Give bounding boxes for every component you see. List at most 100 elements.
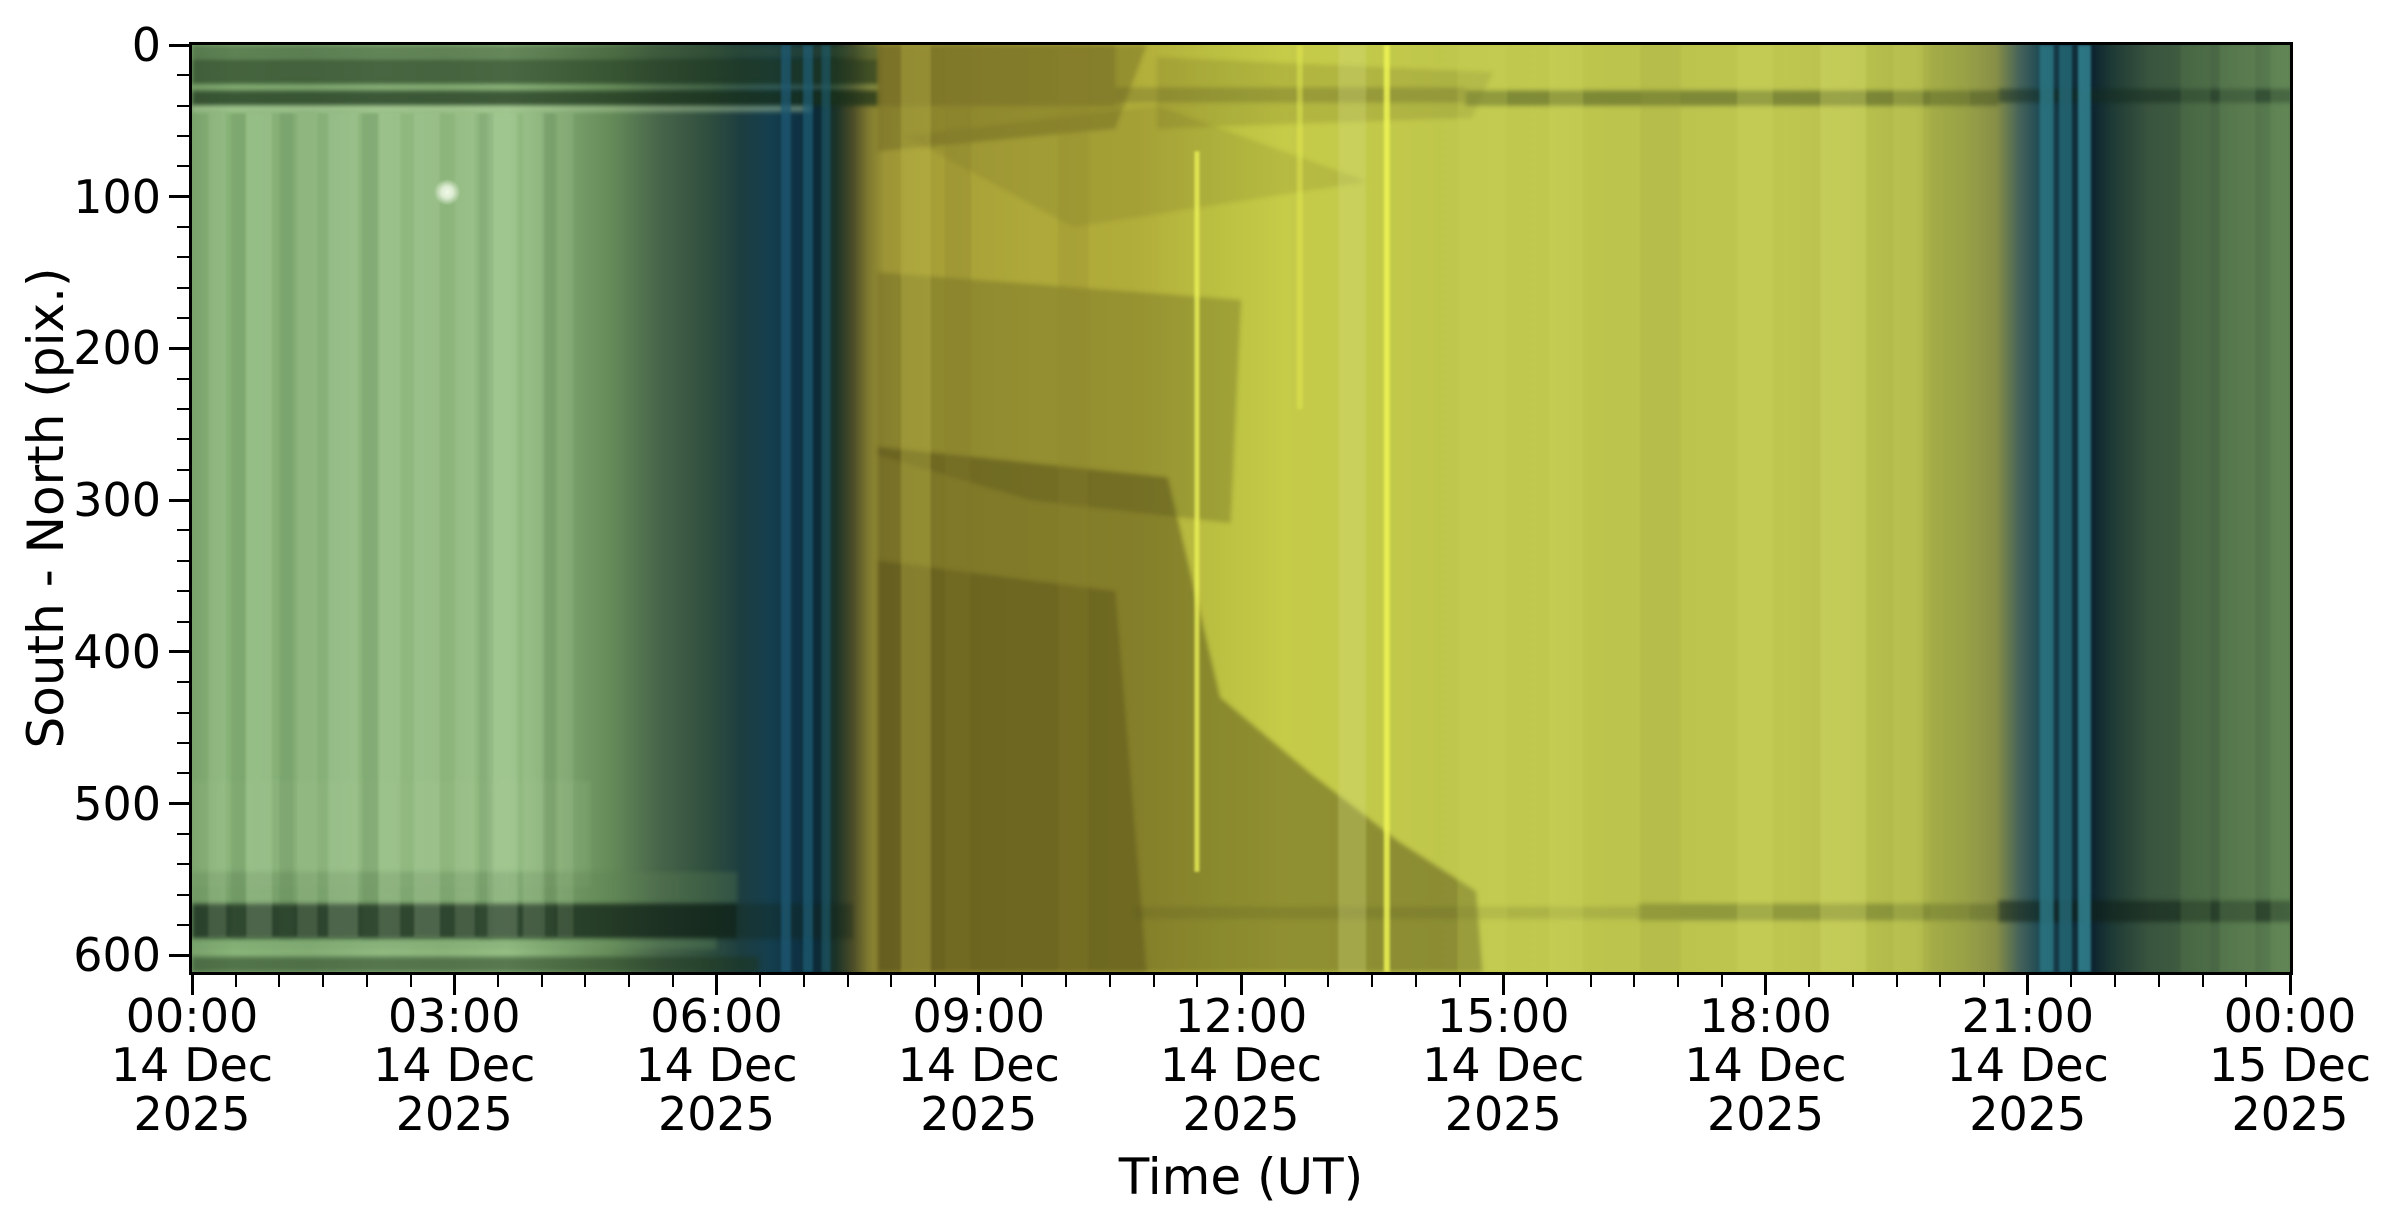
y-tick-label: 0 xyxy=(131,18,161,72)
tick-mark xyxy=(977,975,981,995)
tick-mark xyxy=(759,975,762,987)
tick-mark xyxy=(177,377,189,380)
tick-mark xyxy=(177,226,189,229)
tick-mark xyxy=(671,975,674,987)
x-tick-label-line: 03:00 xyxy=(387,989,521,1043)
tick-mark xyxy=(1808,975,1811,987)
x-tick-label-line: 09:00 xyxy=(912,989,1046,1043)
x-tick-label: 00:00 14 Dec 2025 xyxy=(111,992,273,1139)
tick-mark xyxy=(1939,975,1942,987)
x-tick-label-line: 14 Dec xyxy=(1422,1038,1585,1092)
tick-mark xyxy=(1283,975,1286,987)
tick-mark xyxy=(1327,975,1330,987)
tick-mark xyxy=(322,975,325,987)
tick-mark xyxy=(169,43,189,47)
x-tick-label: 18:00 14 Dec 2025 xyxy=(1684,992,1846,1139)
tick-mark xyxy=(1545,975,1548,987)
tick-mark xyxy=(169,650,189,654)
tick-mark xyxy=(177,256,189,259)
tick-mark xyxy=(1414,975,1417,987)
x-tick-label-line: 12:00 xyxy=(1174,989,1308,1043)
keogram-image xyxy=(192,45,2290,972)
tick-mark xyxy=(177,620,189,623)
tick-mark xyxy=(715,975,718,995)
y-tick-label: 200 xyxy=(73,321,161,376)
tick-mark xyxy=(169,802,189,806)
tick-mark xyxy=(169,953,189,957)
x-tick-label-line: 00:00 xyxy=(125,989,259,1043)
x-tick-label: 00:00 15 Dec 2025 xyxy=(2209,992,2371,1139)
x-tick-label-line: 2025 xyxy=(2231,1087,2349,1141)
x-tick-label-line: 15:00 xyxy=(1436,989,1570,1043)
tick-mark xyxy=(177,923,189,926)
x-tick-label-line: 14 Dec xyxy=(1684,1038,1847,1092)
x-tick-label: 06:00 14 Dec 2025 xyxy=(635,992,797,1139)
x-tick-label-line: 2025 xyxy=(1706,1087,1825,1141)
tick-mark xyxy=(177,681,189,684)
tick-mark xyxy=(190,975,194,995)
x-tick-label-line: 2025 xyxy=(920,1087,1038,1141)
tick-mark xyxy=(177,408,189,411)
x-tick-label-line: 2025 xyxy=(133,1087,251,1141)
tick-mark xyxy=(177,772,189,775)
tick-mark xyxy=(584,975,587,987)
tick-mark xyxy=(890,975,893,987)
x-tick-label: 03:00 14 Dec 2025 xyxy=(373,992,535,1139)
tick-mark xyxy=(496,975,499,987)
tick-mark xyxy=(1764,975,1767,995)
x-tick-label-line: 14 Dec xyxy=(635,1038,798,1092)
tick-mark xyxy=(1983,975,1986,987)
x-tick-label-line: 00:00 xyxy=(2223,989,2357,1043)
x-tick-label-line: 06:00 xyxy=(650,989,783,1043)
tick-mark xyxy=(177,104,189,107)
tick-mark xyxy=(2288,975,2292,995)
tick-mark xyxy=(1371,975,1374,987)
tick-mark xyxy=(177,74,189,77)
tick-mark xyxy=(177,559,189,562)
tick-mark xyxy=(234,975,237,987)
tick-mark xyxy=(177,590,189,593)
x-tick-label-line: 2025 xyxy=(395,1087,513,1141)
tick-mark xyxy=(846,975,849,987)
y-tick-label: 500 xyxy=(73,776,161,831)
plot-area xyxy=(189,42,2293,975)
tick-mark xyxy=(177,893,189,896)
tick-mark xyxy=(177,165,189,168)
tick-mark xyxy=(169,346,189,350)
tick-mark xyxy=(177,135,189,138)
x-tick-label-line: 2025 xyxy=(1182,1087,1300,1141)
tick-mark xyxy=(1633,975,1636,987)
tick-mark xyxy=(177,529,189,532)
x-tick-label: 21:00 14 Dec 2025 xyxy=(1947,992,2109,1139)
tick-mark xyxy=(2114,975,2117,987)
x-tick-label-line: 18:00 xyxy=(1699,989,1832,1043)
x-tick-label-line: 14 Dec xyxy=(373,1038,536,1092)
tick-mark xyxy=(452,975,456,995)
tick-mark xyxy=(540,975,543,987)
tick-mark xyxy=(169,195,189,199)
tick-mark xyxy=(1239,975,1243,995)
tick-mark xyxy=(409,975,412,987)
tick-mark xyxy=(1196,975,1199,987)
x-tick-label: 15:00 14 Dec 2025 xyxy=(1422,992,1584,1139)
tick-mark xyxy=(177,832,189,835)
x-tick-label-line: 21:00 xyxy=(1961,989,2095,1043)
tick-mark xyxy=(1677,975,1680,987)
tick-mark xyxy=(169,498,189,502)
tick-mark xyxy=(1895,975,1898,987)
tick-mark xyxy=(1501,975,1505,995)
tick-mark xyxy=(1152,975,1155,987)
tick-mark xyxy=(1720,975,1723,987)
tick-mark xyxy=(177,863,189,866)
x-tick-label-line: 14 Dec xyxy=(1946,1038,2109,1092)
x-tick-label-line: 2025 xyxy=(1969,1087,2087,1141)
tick-mark xyxy=(177,286,189,289)
y-axis-title: South - North (pix.) xyxy=(17,267,75,749)
x-axis-title: Time (UT) xyxy=(1118,1148,1364,1206)
y-tick-label: 400 xyxy=(73,624,161,679)
x-tick-label: 09:00 14 Dec 2025 xyxy=(898,992,1060,1139)
tick-mark xyxy=(1458,975,1461,987)
tick-mark xyxy=(2201,975,2204,987)
tick-mark xyxy=(1065,975,1068,987)
x-tick-label: 12:00 14 Dec 2025 xyxy=(1160,992,1322,1139)
